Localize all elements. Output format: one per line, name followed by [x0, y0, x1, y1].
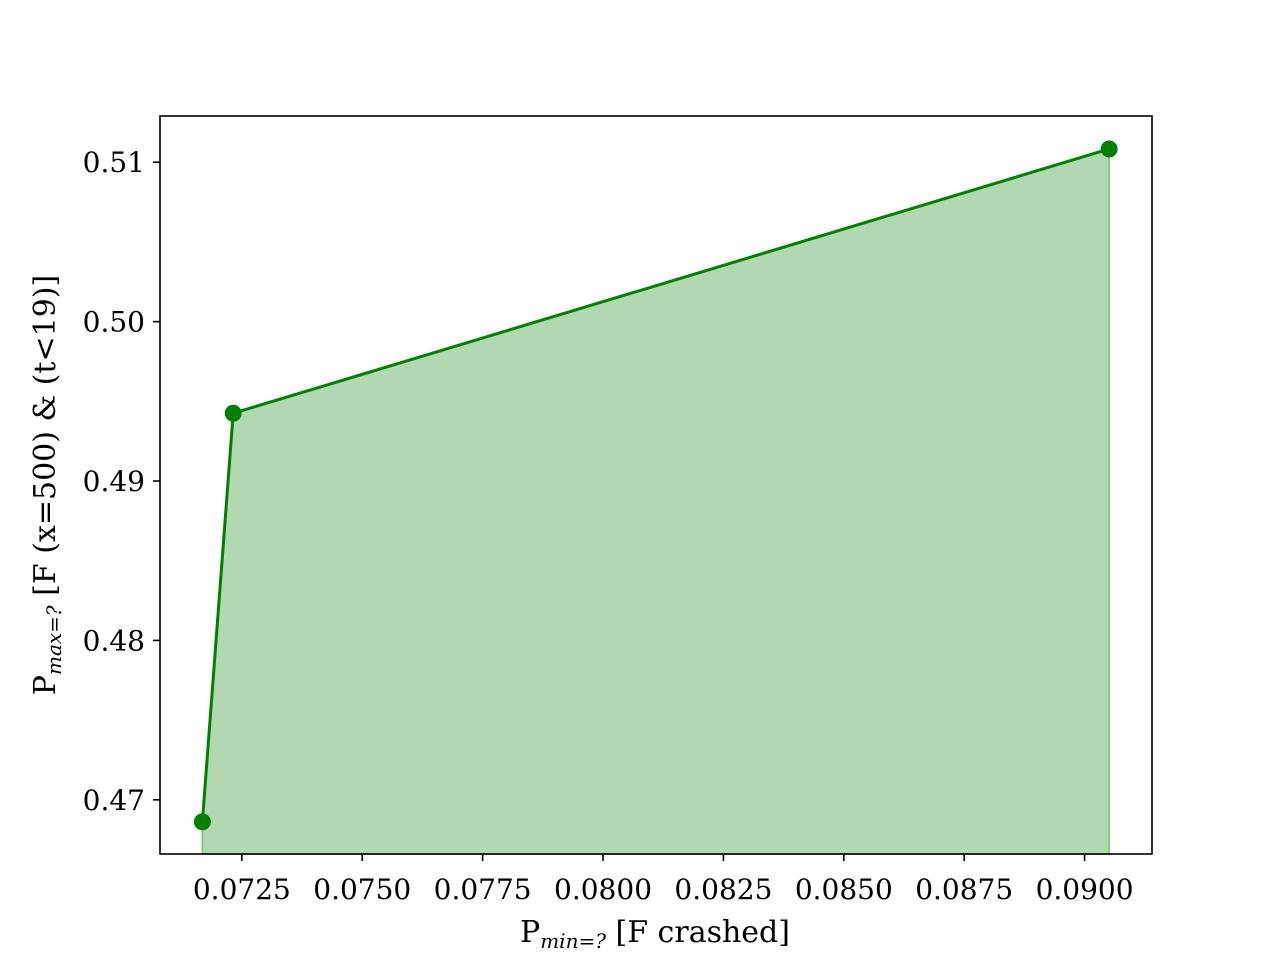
y-axis-label-sub: max=? [42, 605, 66, 675]
y-axis-label-main: P [28, 675, 63, 695]
x-tick-label: 0.0825 [674, 873, 772, 906]
x-tick-label: 0.0750 [313, 873, 411, 906]
x-tick-label: 0.0775 [434, 873, 532, 906]
x-axis-label-sub: min=? [540, 929, 606, 953]
data-point [1100, 140, 1118, 158]
y-tick-layer: 0.47 0.48 0.49 0.50 0.51 [83, 146, 160, 817]
x-tick-label: 0.0800 [554, 873, 652, 906]
x-tick-label: 0.0900 [1036, 873, 1134, 906]
x-axis-label-main: P [520, 915, 540, 950]
x-axis-label-rest: [F crashed] [606, 915, 790, 950]
x-tick-label: 0.0850 [795, 873, 893, 906]
y-axis-label: Pmax=? [F (x=500) & (t<19)] [28, 275, 66, 695]
area-fill-layer [201, 147, 1110, 855]
y-tick-label: 0.50 [83, 306, 145, 339]
area-fill [201, 147, 1110, 855]
data-point [224, 404, 242, 422]
plot-frame [159, 115, 1153, 855]
data-point [193, 813, 211, 831]
x-tick-layer: 0.0725 0.0750 0.0775 0.0800 0.0825 0.0850 0.08… [193, 854, 1134, 906]
x-axis-label: Pmin=? [F crashed] [520, 915, 790, 953]
y-tick-label: 0.48 [83, 624, 145, 657]
x-tick-label: 0.0875 [915, 873, 1013, 906]
y-tick-label: 0.51 [83, 146, 145, 179]
x-tick-label: 0.0725 [193, 873, 291, 906]
y-tick-label: 0.47 [83, 784, 145, 817]
y-tick-label: 0.49 [83, 465, 145, 498]
y-axis-label-rest: [F (x=500) & (t<19)] [28, 275, 63, 606]
data-point-layer [193, 140, 1118, 831]
